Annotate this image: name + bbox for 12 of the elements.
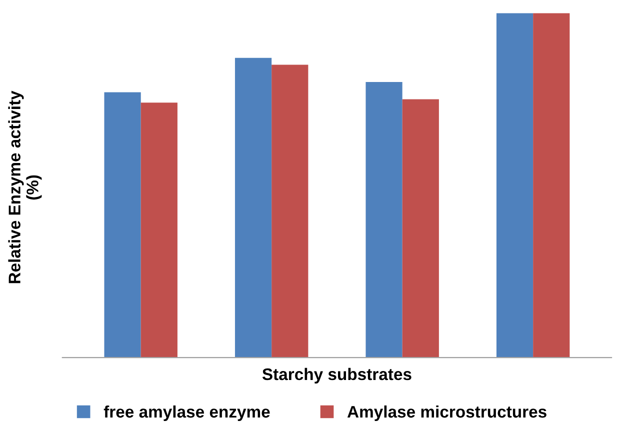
y-axis-title: Relative Enzyme activity (%) (8, 90, 42, 284)
bar (104, 92, 141, 358)
legend-label: Amylase microstructures (347, 405, 546, 421)
bar (272, 64, 308, 358)
bar (366, 82, 402, 358)
bar (140, 102, 178, 358)
bar (496, 13, 534, 358)
bar (234, 58, 272, 358)
x-axis-title: Starchy substrates (262, 368, 412, 384)
legend-label: free amylase enzyme (104, 405, 270, 421)
bar (402, 99, 439, 358)
bar (533, 13, 570, 358)
